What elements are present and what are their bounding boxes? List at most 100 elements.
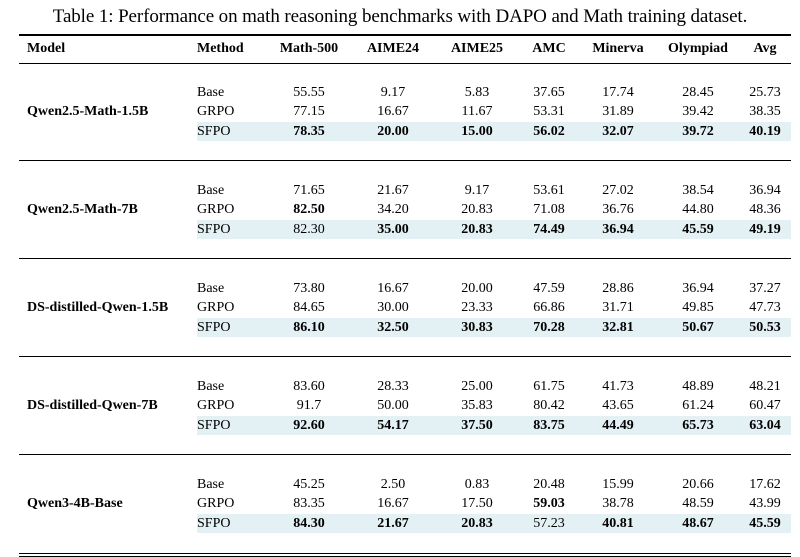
model-group: DS-distilled-Qwen-1.5B Base 73.80 16.67 20.0… xyxy=(19,258,791,357)
table-row: SFPO 78.35 20.00 15.00 56.02 32.07 39.72 40.19 xyxy=(19,121,791,142)
spacer-row xyxy=(19,533,791,553)
value-cell: 38.78 xyxy=(602,496,634,512)
method-cell: GRPO xyxy=(197,202,235,218)
table-row: SFPO 82.30 35.00 20.83 74.49 36.94 45.59 49.19 xyxy=(19,219,791,240)
value-cell: 44.49 xyxy=(579,415,657,436)
col-header-aime24: AIME24 xyxy=(351,34,435,64)
spacer-row xyxy=(19,63,791,83)
value-cell: 9.17 xyxy=(464,182,490,198)
spacer-row xyxy=(19,337,791,357)
group-spacer xyxy=(19,141,791,161)
method-cell: SFPO xyxy=(197,219,267,240)
value-cell: 40.19 xyxy=(739,121,791,142)
value-cell: 32.50 xyxy=(351,317,435,338)
value-cell: 83.35 xyxy=(293,496,325,512)
value-cell: 38.54 xyxy=(682,182,714,198)
value-cell: 25.73 xyxy=(749,84,781,100)
value-cell: 20.48 xyxy=(533,476,565,492)
method-cell: GRPO xyxy=(197,398,235,414)
value-cell: 39.72 xyxy=(657,121,739,142)
method-cell: Base xyxy=(197,476,225,492)
value-cell: 43.99 xyxy=(749,496,781,512)
method-cell: SFPO xyxy=(197,415,267,436)
value-cell: 80.42 xyxy=(533,398,565,414)
value-cell: 17.74 xyxy=(602,84,634,100)
value-cell: 61.24 xyxy=(682,398,714,414)
value-cell: 32.81 xyxy=(579,317,657,338)
value-cell: 35.00 xyxy=(351,219,435,240)
col-header-math500: Math-500 xyxy=(267,34,351,64)
value-cell: 65.73 xyxy=(657,415,739,436)
value-cell: 48.89 xyxy=(682,378,714,394)
value-cell: 49.85 xyxy=(682,300,714,316)
value-cell: 82.50 xyxy=(293,202,325,218)
value-cell: 38.35 xyxy=(749,104,781,120)
value-cell: 37.65 xyxy=(533,84,565,100)
value-cell: 28.86 xyxy=(602,280,634,296)
model-name: DS-distilled-Qwen-1.5B xyxy=(27,300,169,316)
table-row: Qwen3-4B-Base Base 45.25 2.50 0.83 20.48 15.99… xyxy=(19,474,791,512)
value-cell: 83.60 xyxy=(293,378,325,394)
group-spacer xyxy=(19,356,791,377)
col-header-method: Method xyxy=(197,34,267,64)
value-cell: 37.27 xyxy=(749,280,781,296)
value-cell: 34.20 xyxy=(377,202,409,218)
model-name: Qwen3-4B-Base xyxy=(27,496,123,512)
value-cell: 25.00 xyxy=(461,378,493,394)
group-spacer xyxy=(19,63,791,83)
table-row: GRPO 82.50 34.20 20.83 71.08 36.76 44.80 48.36 xyxy=(19,200,791,220)
value-cell: 37.50 xyxy=(435,415,519,436)
value-cell: 30.83 xyxy=(435,317,519,338)
value-cell: 36.94 xyxy=(682,280,714,296)
value-cell: 47.73 xyxy=(749,300,781,316)
value-cell: 66.86 xyxy=(533,300,565,316)
method-cell: Base xyxy=(197,182,225,198)
value-cell: 45.59 xyxy=(739,513,791,534)
group-spacer xyxy=(19,533,791,553)
value-cell: 11.67 xyxy=(461,104,493,120)
value-cell: 55.55 xyxy=(293,84,325,100)
value-cell: 92.60 xyxy=(267,415,351,436)
value-cell: 60.47 xyxy=(749,398,781,414)
spacer-row xyxy=(19,356,791,377)
value-cell: 15.99 xyxy=(602,476,634,492)
table-row: GRPO 84.65 30.00 23.33 66.86 31.71 49.85 47.73 xyxy=(19,298,791,318)
col-header-model: Model xyxy=(19,34,197,64)
method-cell: SFPO xyxy=(197,121,267,142)
value-cell: 36.94 xyxy=(749,182,781,198)
value-cell: 49.19 xyxy=(739,219,791,240)
value-cell: 36.76 xyxy=(602,202,634,218)
value-cell: 83.75 xyxy=(519,415,579,436)
value-cell: 71.08 xyxy=(533,202,565,218)
value-cell: 5.83 xyxy=(464,84,490,100)
model-name: Qwen2.5-Math-7B xyxy=(27,202,138,218)
table-row: DS-distilled-Qwen-7B Base 83.60 28.33 25.00 6… xyxy=(19,377,791,414)
group-spacer xyxy=(19,435,791,455)
value-cell: 74.49 xyxy=(519,219,579,240)
col-header-olympiad: Olympiad xyxy=(657,34,739,64)
value-cell: 17.50 xyxy=(461,496,493,512)
table-row: DS-distilled-Qwen-1.5B Base 73.80 16.67 20.0… xyxy=(19,279,791,316)
value-cell: 44.80 xyxy=(682,202,714,218)
method-cell: GRPO xyxy=(197,104,235,120)
spacer-row xyxy=(19,435,791,455)
value-cell: 43.65 xyxy=(602,398,634,414)
value-cell: 20.00 xyxy=(461,280,493,296)
value-cell: 36.94 xyxy=(579,219,657,240)
value-cell: 48.67 xyxy=(657,513,739,534)
value-cell: 28.45 xyxy=(682,84,714,100)
value-cell: 45.59 xyxy=(657,219,739,240)
value-cell: 21.67 xyxy=(351,513,435,534)
table-row: GRPO 91.7 50.00 35.83 80.42 43.65 61.24 60.47 xyxy=(19,396,791,416)
spacer-row xyxy=(19,454,791,475)
method-cell: Base xyxy=(197,280,225,296)
value-cell: 91.7 xyxy=(296,398,322,414)
method-cell: GRPO xyxy=(197,496,235,512)
value-cell: 84.30 xyxy=(267,513,351,534)
bottom-rule xyxy=(19,553,791,554)
group-spacer xyxy=(19,454,791,475)
col-header-avg: Avg xyxy=(739,34,791,64)
value-cell: 28.33 xyxy=(377,378,409,394)
value-cell: 20.83 xyxy=(435,513,519,534)
table-caption: Table 1: Performance on math reasoning b… xyxy=(52,6,748,27)
